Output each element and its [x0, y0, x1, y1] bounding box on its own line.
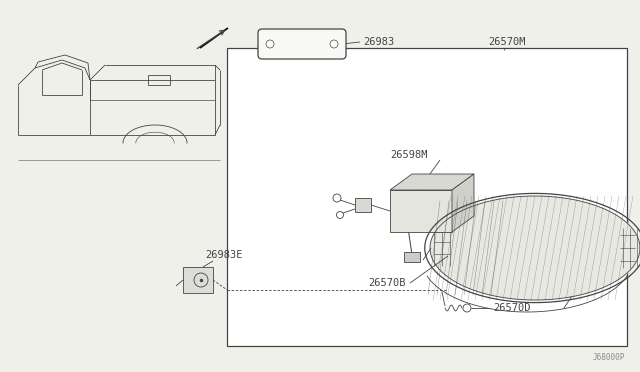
Text: 26570D: 26570D	[493, 303, 531, 313]
FancyBboxPatch shape	[258, 29, 346, 59]
Bar	[227, 48, 627, 346]
Polygon shape	[390, 190, 452, 232]
Polygon shape	[430, 196, 640, 300]
Bar	[404, 252, 420, 262]
Bar	[183, 267, 213, 293]
Polygon shape	[452, 174, 474, 232]
Bar	[355, 198, 371, 212]
Text: 26598M: 26598M	[390, 150, 428, 160]
Text: 26983: 26983	[363, 37, 394, 47]
Polygon shape	[390, 174, 474, 190]
Text: J68000P: J68000P	[593, 353, 625, 362]
Text: 26570B: 26570B	[368, 278, 406, 288]
Text: 26570M: 26570M	[488, 37, 525, 47]
Text: 26983E: 26983E	[205, 250, 243, 260]
